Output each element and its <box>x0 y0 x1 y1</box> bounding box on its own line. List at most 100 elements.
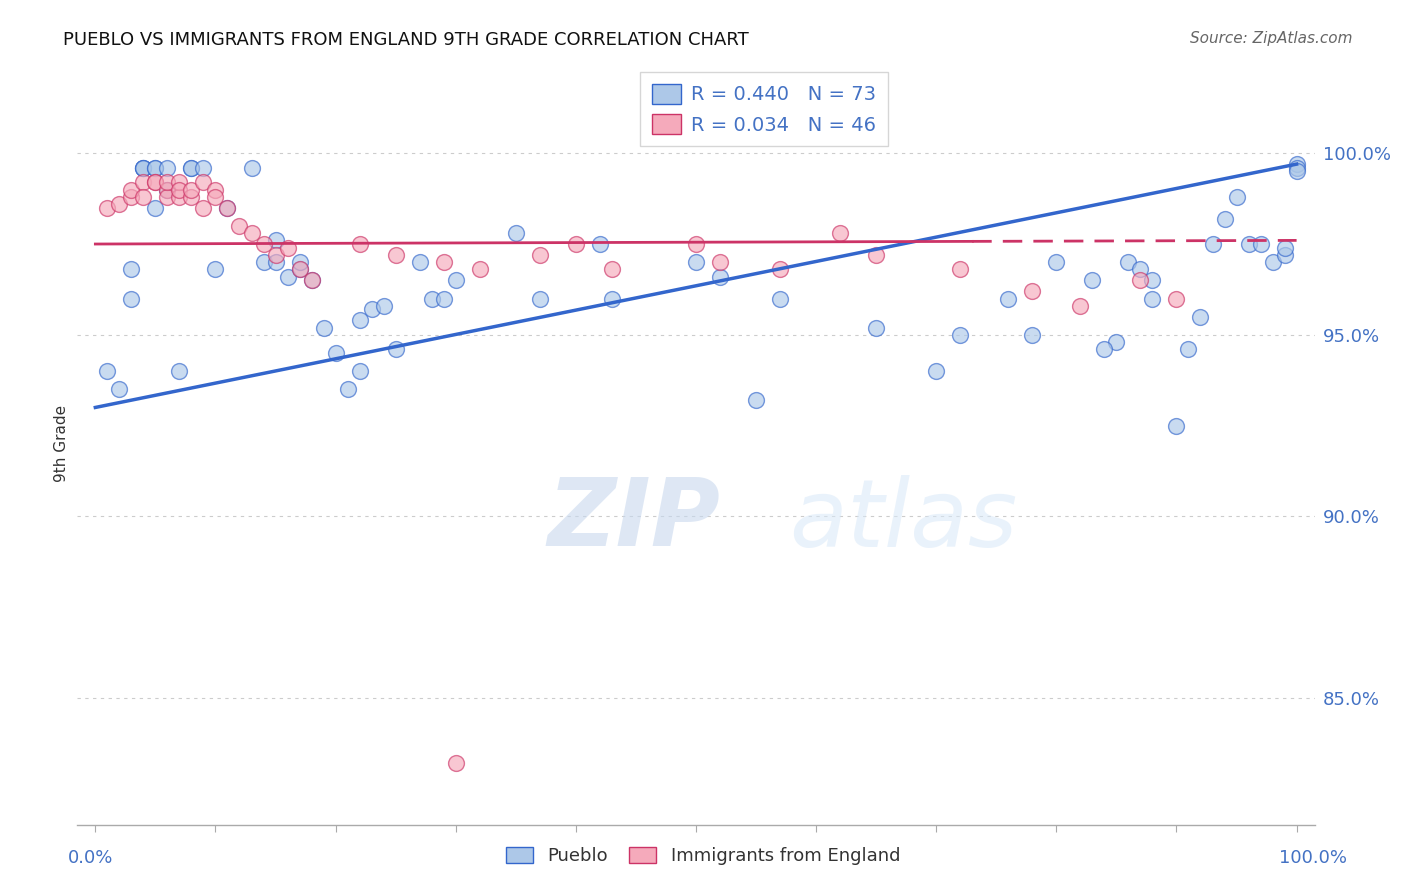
Point <box>169 182 191 196</box>
Point <box>204 262 226 277</box>
Point <box>169 190 191 204</box>
Point <box>301 273 323 287</box>
Point <box>1177 343 1199 357</box>
Point <box>145 175 167 189</box>
Point <box>96 201 118 215</box>
Point <box>349 364 371 378</box>
Point <box>312 320 335 334</box>
Legend: Pueblo, Immigrants from England: Pueblo, Immigrants from England <box>498 839 908 872</box>
Point <box>325 346 347 360</box>
Point <box>769 292 792 306</box>
Point <box>1069 299 1091 313</box>
Point <box>228 219 250 233</box>
Text: ZIP: ZIP <box>547 474 720 566</box>
Point <box>565 237 588 252</box>
Point <box>1129 273 1152 287</box>
Point <box>108 382 131 396</box>
Point <box>145 161 167 175</box>
Point <box>360 302 382 317</box>
Point <box>349 313 371 327</box>
Point <box>288 255 311 269</box>
Point <box>217 201 239 215</box>
Point <box>865 248 887 262</box>
Point <box>132 175 155 189</box>
Point <box>145 161 167 175</box>
Point <box>1021 327 1043 342</box>
Point <box>301 273 323 287</box>
Point <box>217 201 239 215</box>
Point <box>288 262 311 277</box>
Point <box>1274 248 1296 262</box>
Point <box>132 161 155 175</box>
Point <box>193 175 215 189</box>
Point <box>277 269 299 284</box>
Point <box>709 269 731 284</box>
Point <box>1237 237 1260 252</box>
Point <box>96 364 118 378</box>
Point <box>433 255 456 269</box>
Point <box>925 364 948 378</box>
Point <box>349 237 371 252</box>
Point <box>1189 310 1212 324</box>
Point <box>745 393 768 408</box>
Point <box>1250 237 1272 252</box>
Point <box>1118 255 1140 269</box>
Text: PUEBLO VS IMMIGRANTS FROM ENGLAND 9TH GRADE CORRELATION CHART: PUEBLO VS IMMIGRANTS FROM ENGLAND 9TH GR… <box>63 31 749 49</box>
Y-axis label: 9th Grade: 9th Grade <box>53 405 69 483</box>
Point <box>1045 255 1067 269</box>
Point <box>505 226 527 240</box>
Text: 0.0%: 0.0% <box>67 849 112 867</box>
Point <box>193 201 215 215</box>
Point <box>1285 157 1308 171</box>
Point <box>169 175 191 189</box>
Point <box>589 237 612 252</box>
Point <box>1092 343 1115 357</box>
Point <box>420 292 443 306</box>
Point <box>120 292 142 306</box>
Text: 100.0%: 100.0% <box>1279 849 1347 867</box>
Point <box>180 161 202 175</box>
Point <box>120 190 142 204</box>
Point <box>685 237 707 252</box>
Point <box>1142 273 1164 287</box>
Point <box>156 161 179 175</box>
Point <box>156 182 179 196</box>
Point <box>240 161 263 175</box>
Point <box>132 161 155 175</box>
Point <box>1285 161 1308 175</box>
Point <box>120 262 142 277</box>
Point <box>180 161 202 175</box>
Point <box>1166 418 1188 433</box>
Point <box>169 364 191 378</box>
Point <box>204 182 226 196</box>
Point <box>384 248 406 262</box>
Point <box>1166 292 1188 306</box>
Point <box>288 262 311 277</box>
Point <box>145 175 167 189</box>
Point <box>830 226 852 240</box>
Point <box>264 233 287 247</box>
Point <box>1274 241 1296 255</box>
Point <box>685 255 707 269</box>
Point <box>264 248 287 262</box>
Point <box>180 190 202 204</box>
Point <box>1105 334 1128 349</box>
Point <box>600 292 623 306</box>
Point <box>1129 262 1152 277</box>
Point <box>433 292 456 306</box>
Point <box>108 197 131 211</box>
Point <box>145 201 167 215</box>
Point <box>264 255 287 269</box>
Point <box>1021 284 1043 298</box>
Legend: R = 0.440   N = 73, R = 0.034   N = 46: R = 0.440 N = 73, R = 0.034 N = 46 <box>640 72 887 146</box>
Point <box>156 190 179 204</box>
Point <box>132 161 155 175</box>
Point <box>384 343 406 357</box>
Point <box>1142 292 1164 306</box>
Point <box>997 292 1019 306</box>
Point <box>1261 255 1284 269</box>
Text: atlas: atlas <box>789 475 1017 566</box>
Point <box>193 161 215 175</box>
Point <box>1213 211 1236 226</box>
Point <box>156 182 179 196</box>
